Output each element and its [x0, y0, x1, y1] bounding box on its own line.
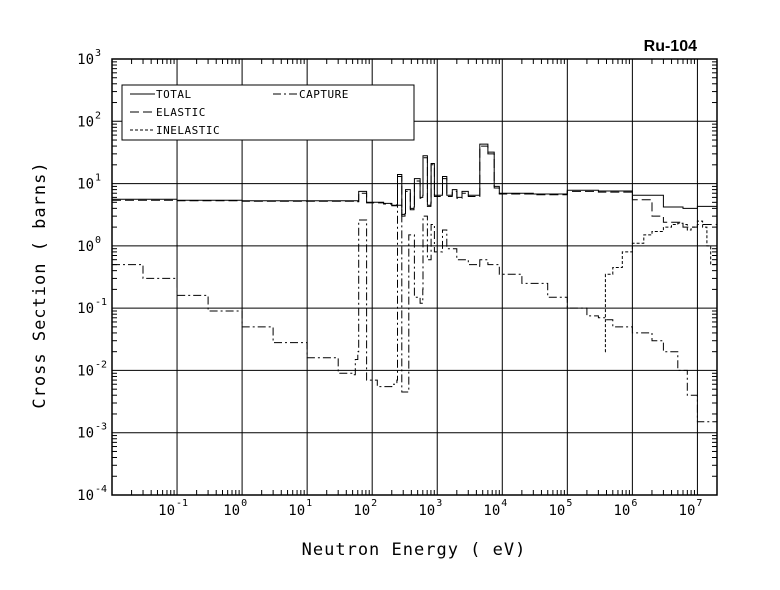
y-tick-label: 10 — [77, 301, 94, 317]
x-tick-label: 10 — [679, 503, 696, 519]
y-tick-exponent: -1 — [95, 297, 107, 308]
series-line-capture — [112, 204, 718, 433]
x-tick-exponent: 0 — [241, 498, 247, 509]
y-tick-label: 10 — [77, 426, 94, 442]
y-tick-exponent: -2 — [95, 359, 107, 370]
x-tick-exponent: -1 — [176, 498, 188, 509]
y-tick-label: 10 — [77, 177, 94, 193]
x-tick-label: 10 — [483, 503, 500, 519]
x-tick-exponent: 2 — [371, 498, 377, 509]
legend-label-capture: CAPTURE — [299, 88, 349, 101]
x-tick-labels: 10 -1 10 0 10 1 10 2 10 3 10 4 10 5 10 6 10 7 — [158, 498, 702, 519]
x-tick-label: 10 — [223, 503, 240, 519]
x-tick-label: 10 — [158, 503, 175, 519]
x-tick-label: 10 — [353, 503, 370, 519]
legend: TOTAL ELASTIC CAPTURE INELASTIC — [121, 84, 415, 141]
x-tick-label: 10 — [614, 503, 631, 519]
legend-label-inelastic: INELASTIC — [156, 124, 220, 137]
x-tick-exponent: 6 — [631, 498, 637, 509]
y-tick-exponent: 0 — [95, 235, 101, 246]
series-line-inelastic — [604, 220, 718, 353]
x-axis-title: Neutron Energy ( eV) — [302, 540, 527, 560]
y-tick-exponent: 3 — [95, 48, 101, 59]
y-tick-label: 10 — [77, 363, 94, 379]
chart-title: Ru-104 — [644, 38, 697, 55]
y-axis-title: Cross Section ( barns) — [30, 161, 50, 408]
series-group — [112, 143, 718, 433]
legend-box — [121, 84, 415, 141]
plot-frame — [111, 58, 718, 496]
x-tick-label: 10 — [418, 503, 435, 519]
x-tick-exponent: 1 — [306, 498, 312, 509]
y-tick-exponent: 1 — [95, 173, 101, 184]
y-tick-label: 10 — [77, 52, 94, 68]
x-tick-exponent: 4 — [501, 498, 507, 509]
y-tick-label: 10 — [77, 239, 94, 255]
x-tick-exponent: 7 — [696, 498, 702, 509]
y-tick-exponent: -3 — [95, 422, 107, 433]
legend-label-total: TOTAL — [156, 88, 192, 101]
x-tick-label: 10 — [288, 503, 305, 519]
x-tick-label: 10 — [548, 503, 565, 519]
y-tick-label: 10 — [77, 114, 94, 130]
y-tick-label: 10 — [77, 488, 94, 504]
y-tick-exponent: -4 — [95, 484, 107, 495]
y-tick-exponent: 2 — [95, 110, 101, 121]
legend-label-elastic: ELASTIC — [156, 106, 206, 119]
x-tick-exponent: 3 — [436, 498, 442, 509]
x-tick-exponent: 5 — [566, 498, 572, 509]
series-line-elastic — [112, 145, 718, 228]
